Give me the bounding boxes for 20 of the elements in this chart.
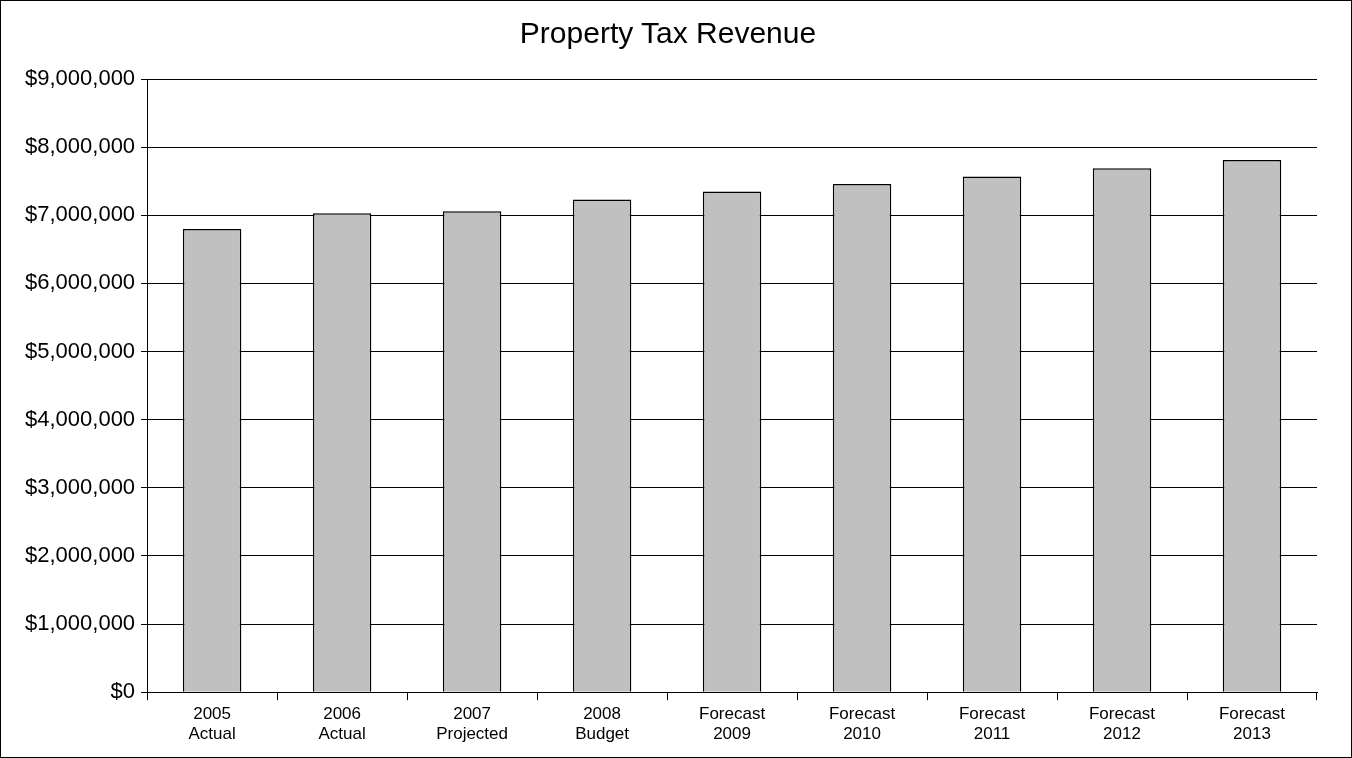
x-tick-label: Forecast 2009: [698, 704, 766, 744]
y-tick-label: $0: [110, 678, 136, 704]
x-tick-label: 2005 Actual: [188, 704, 236, 744]
y-tick-label: $8,000,000: [25, 133, 136, 159]
x-tick-label: Forecast 2013: [1218, 704, 1286, 744]
y-tick-label: $1,000,000: [25, 610, 136, 636]
x-tick-label: Forecast 2012: [1088, 704, 1156, 744]
x-tick-label: Forecast 2011: [958, 704, 1026, 744]
y-tick-label: $3,000,000: [25, 473, 136, 499]
y-tick-label: $6,000,000: [25, 269, 136, 295]
y-tick-label: $5,000,000: [25, 337, 136, 363]
x-tick-label: Forecast 2010: [828, 704, 896, 744]
chart-title: Property Tax Revenue: [519, 16, 817, 50]
y-tick-label: $4,000,000: [25, 405, 136, 431]
y-tick-label: $2,000,000: [25, 542, 136, 567]
x-tick-label: 2007 Projected: [436, 704, 508, 744]
x-tick-label: 2006 Actual: [318, 704, 366, 744]
x-tick-label: 2008 Budget: [575, 704, 630, 744]
y-tick-label: $9,000,000: [25, 65, 136, 91]
y-tick-label: $7,000,000: [25, 201, 136, 227]
